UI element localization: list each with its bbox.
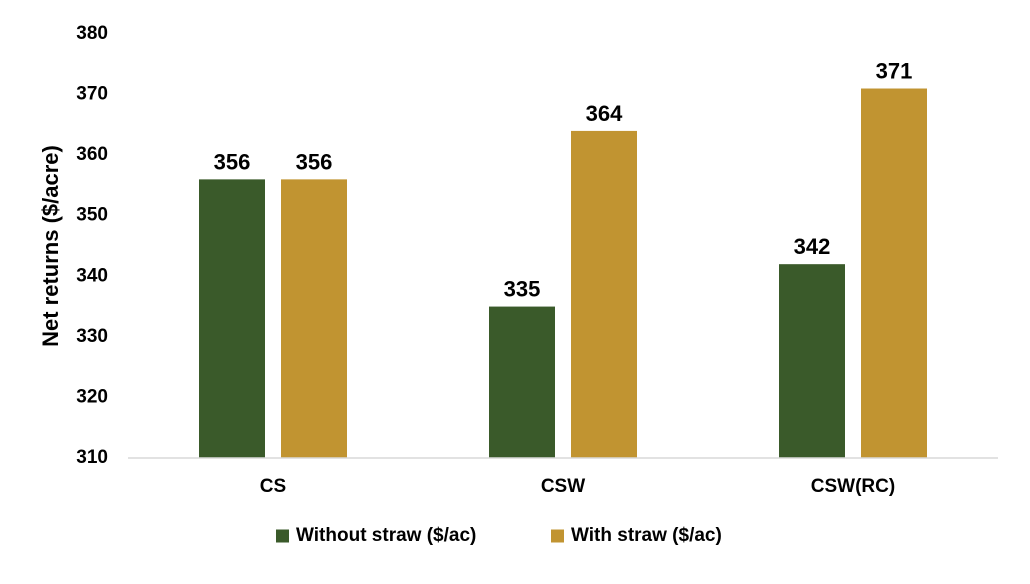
x-axis-ticks: CS CSW CSW(RC) (260, 476, 895, 497)
bar-without-straw-csw-rc (779, 264, 845, 458)
data-labels-group: 356 356 335 364 342 371 (214, 59, 913, 302)
y-axis-title: Net returns ($/acre) (38, 145, 63, 347)
y-axis-ticks: 310 320 330 340 350 360 370 380 (76, 23, 108, 468)
bar-with-straw-cs (281, 179, 347, 458)
x-tick-label: CSW(RC) (811, 476, 895, 497)
data-label: 356 (214, 149, 251, 174)
legend-swatch (551, 529, 564, 543)
bar-without-straw-cs (199, 179, 265, 458)
data-label: 364 (586, 101, 623, 126)
data-label: 335 (504, 277, 541, 302)
y-tick-label: 360 (76, 144, 108, 165)
y-tick-label: 370 (76, 84, 108, 105)
data-label: 342 (794, 234, 831, 259)
legend-swatch (276, 529, 289, 543)
legend-label: With straw ($/ac) (571, 525, 722, 546)
bar-with-straw-csw (571, 130, 637, 458)
bar-without-straw-csw (489, 306, 555, 458)
bars-group (199, 88, 927, 458)
y-tick-label: 380 (76, 23, 108, 44)
y-tick-label: 340 (76, 265, 108, 286)
y-tick-label: 320 (76, 386, 108, 407)
y-tick-label: 350 (76, 205, 108, 226)
x-tick-label: CS (260, 476, 286, 497)
data-label: 371 (876, 59, 913, 84)
y-tick-label: 310 (76, 447, 108, 468)
legend: Without straw ($/ac) With straw ($/ac) (276, 525, 722, 546)
legend-label: Without straw ($/ac) (296, 525, 476, 546)
y-tick-label: 330 (76, 326, 108, 347)
data-label: 356 (296, 149, 333, 174)
y-axis-title-group: Net returns ($/acre) (38, 145, 63, 347)
bar-with-straw-csw-rc (861, 88, 927, 458)
x-tick-label: CSW (541, 476, 585, 497)
